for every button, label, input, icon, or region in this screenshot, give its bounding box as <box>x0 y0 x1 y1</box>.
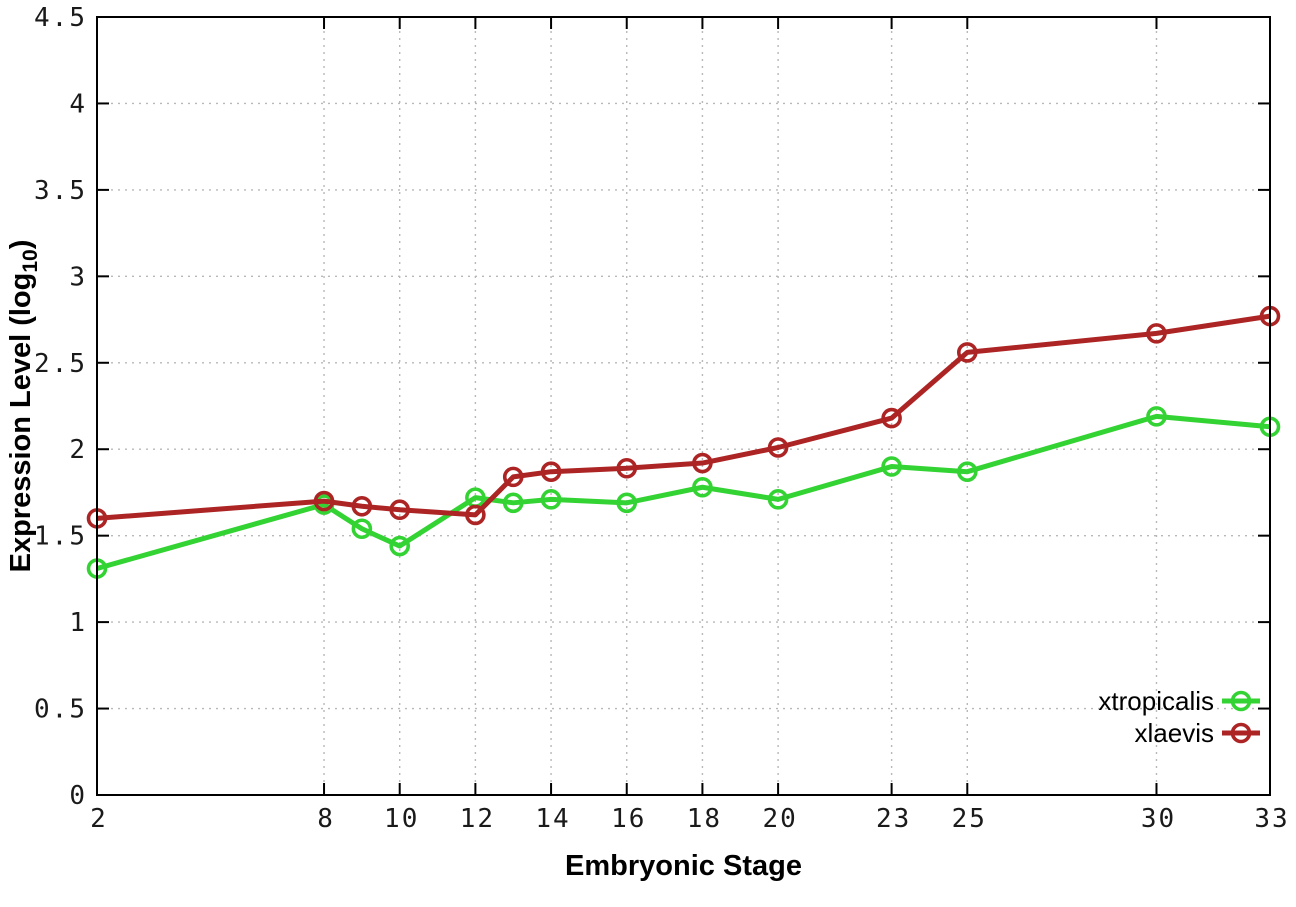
data-point-marker <box>389 535 411 557</box>
x-tick-label: 16 <box>611 804 646 834</box>
data-point-marker <box>465 504 486 526</box>
series-line <box>96 413 1271 571</box>
data-point-marker <box>502 492 524 514</box>
data-point-marker <box>313 490 335 512</box>
data-point-marker <box>351 518 373 540</box>
x-tick-label: 8 <box>317 804 335 834</box>
data-point-marker <box>767 489 789 510</box>
axis-titles: Embryonic Stage Expression Level (log10) <box>5 240 802 882</box>
data-point-marker <box>616 457 638 479</box>
legend-label: xlaevis <box>1135 718 1214 748</box>
series-line <box>96 313 1271 521</box>
data-point-marker <box>881 407 902 429</box>
y-tick-label: 0 <box>69 781 87 811</box>
legend-item-xtropicalis: xtropicalis <box>1098 686 1260 716</box>
y-tick-label: 1 <box>69 608 87 638</box>
data-point-marker <box>540 461 562 482</box>
y-tick-label: 4.5 <box>34 3 87 33</box>
legend-sample-marker <box>1230 722 1252 744</box>
x-tick-label: 2 <box>90 804 108 834</box>
x-tick-label: 25 <box>952 804 987 834</box>
data-point-marker <box>956 461 978 482</box>
x-tick-label: 12 <box>460 804 495 834</box>
data-point-marker <box>1146 323 1167 344</box>
legend-label: xtropicalis <box>1098 686 1214 716</box>
y-tick-label: 3.5 <box>34 176 87 206</box>
data-point-marker <box>692 476 713 498</box>
data-point-marker <box>351 495 373 517</box>
x-axis-title: Embryonic Stage <box>565 850 802 882</box>
x-tick-label: 20 <box>762 804 797 834</box>
data-point-marker <box>767 437 789 458</box>
x-tick-label: 18 <box>687 804 722 834</box>
y-tick-label: 2 <box>69 435 87 465</box>
y-tick-label: 4 <box>69 89 87 119</box>
y-axis-title: Expression Level (log10) <box>5 240 42 573</box>
data-point-marker <box>1146 406 1167 427</box>
tick-labels: 0 0.5 1 1.5 2 2.5 3 3.5 4 4.5 2 8 10 12 14 16 18 20 23 25 30… <box>34 3 1289 834</box>
data-point-marker <box>540 489 562 510</box>
data-point-marker <box>881 456 902 477</box>
data-point-marker <box>616 492 638 514</box>
y-tick-label: 1.5 <box>34 522 87 552</box>
x-tick-label: 23 <box>876 804 911 834</box>
data-point-marker <box>502 466 524 488</box>
gridlines <box>97 17 1270 795</box>
x-tick-label: 14 <box>535 804 570 834</box>
legend-item-xlaevis: xlaevis <box>1135 718 1260 748</box>
data-point-marker <box>389 499 411 521</box>
data-point-marker <box>956 342 978 363</box>
y-tick-label: 3 <box>69 262 87 292</box>
y-tick-label: 0.5 <box>34 695 87 725</box>
legend-sample-marker <box>1230 690 1252 712</box>
axis-ticks <box>96 16 1271 796</box>
plot-border <box>96 16 1271 796</box>
x-tick-label: 10 <box>384 804 419 834</box>
x-tick-label: 30 <box>1141 804 1176 834</box>
y-tick-label: 2.5 <box>34 349 87 379</box>
x-tick-label: 33 <box>1254 804 1289 834</box>
series <box>86 305 1281 579</box>
series-xlaevis <box>86 305 1281 529</box>
series-xtropicalis <box>86 406 1281 579</box>
data-point-marker <box>692 452 713 474</box>
